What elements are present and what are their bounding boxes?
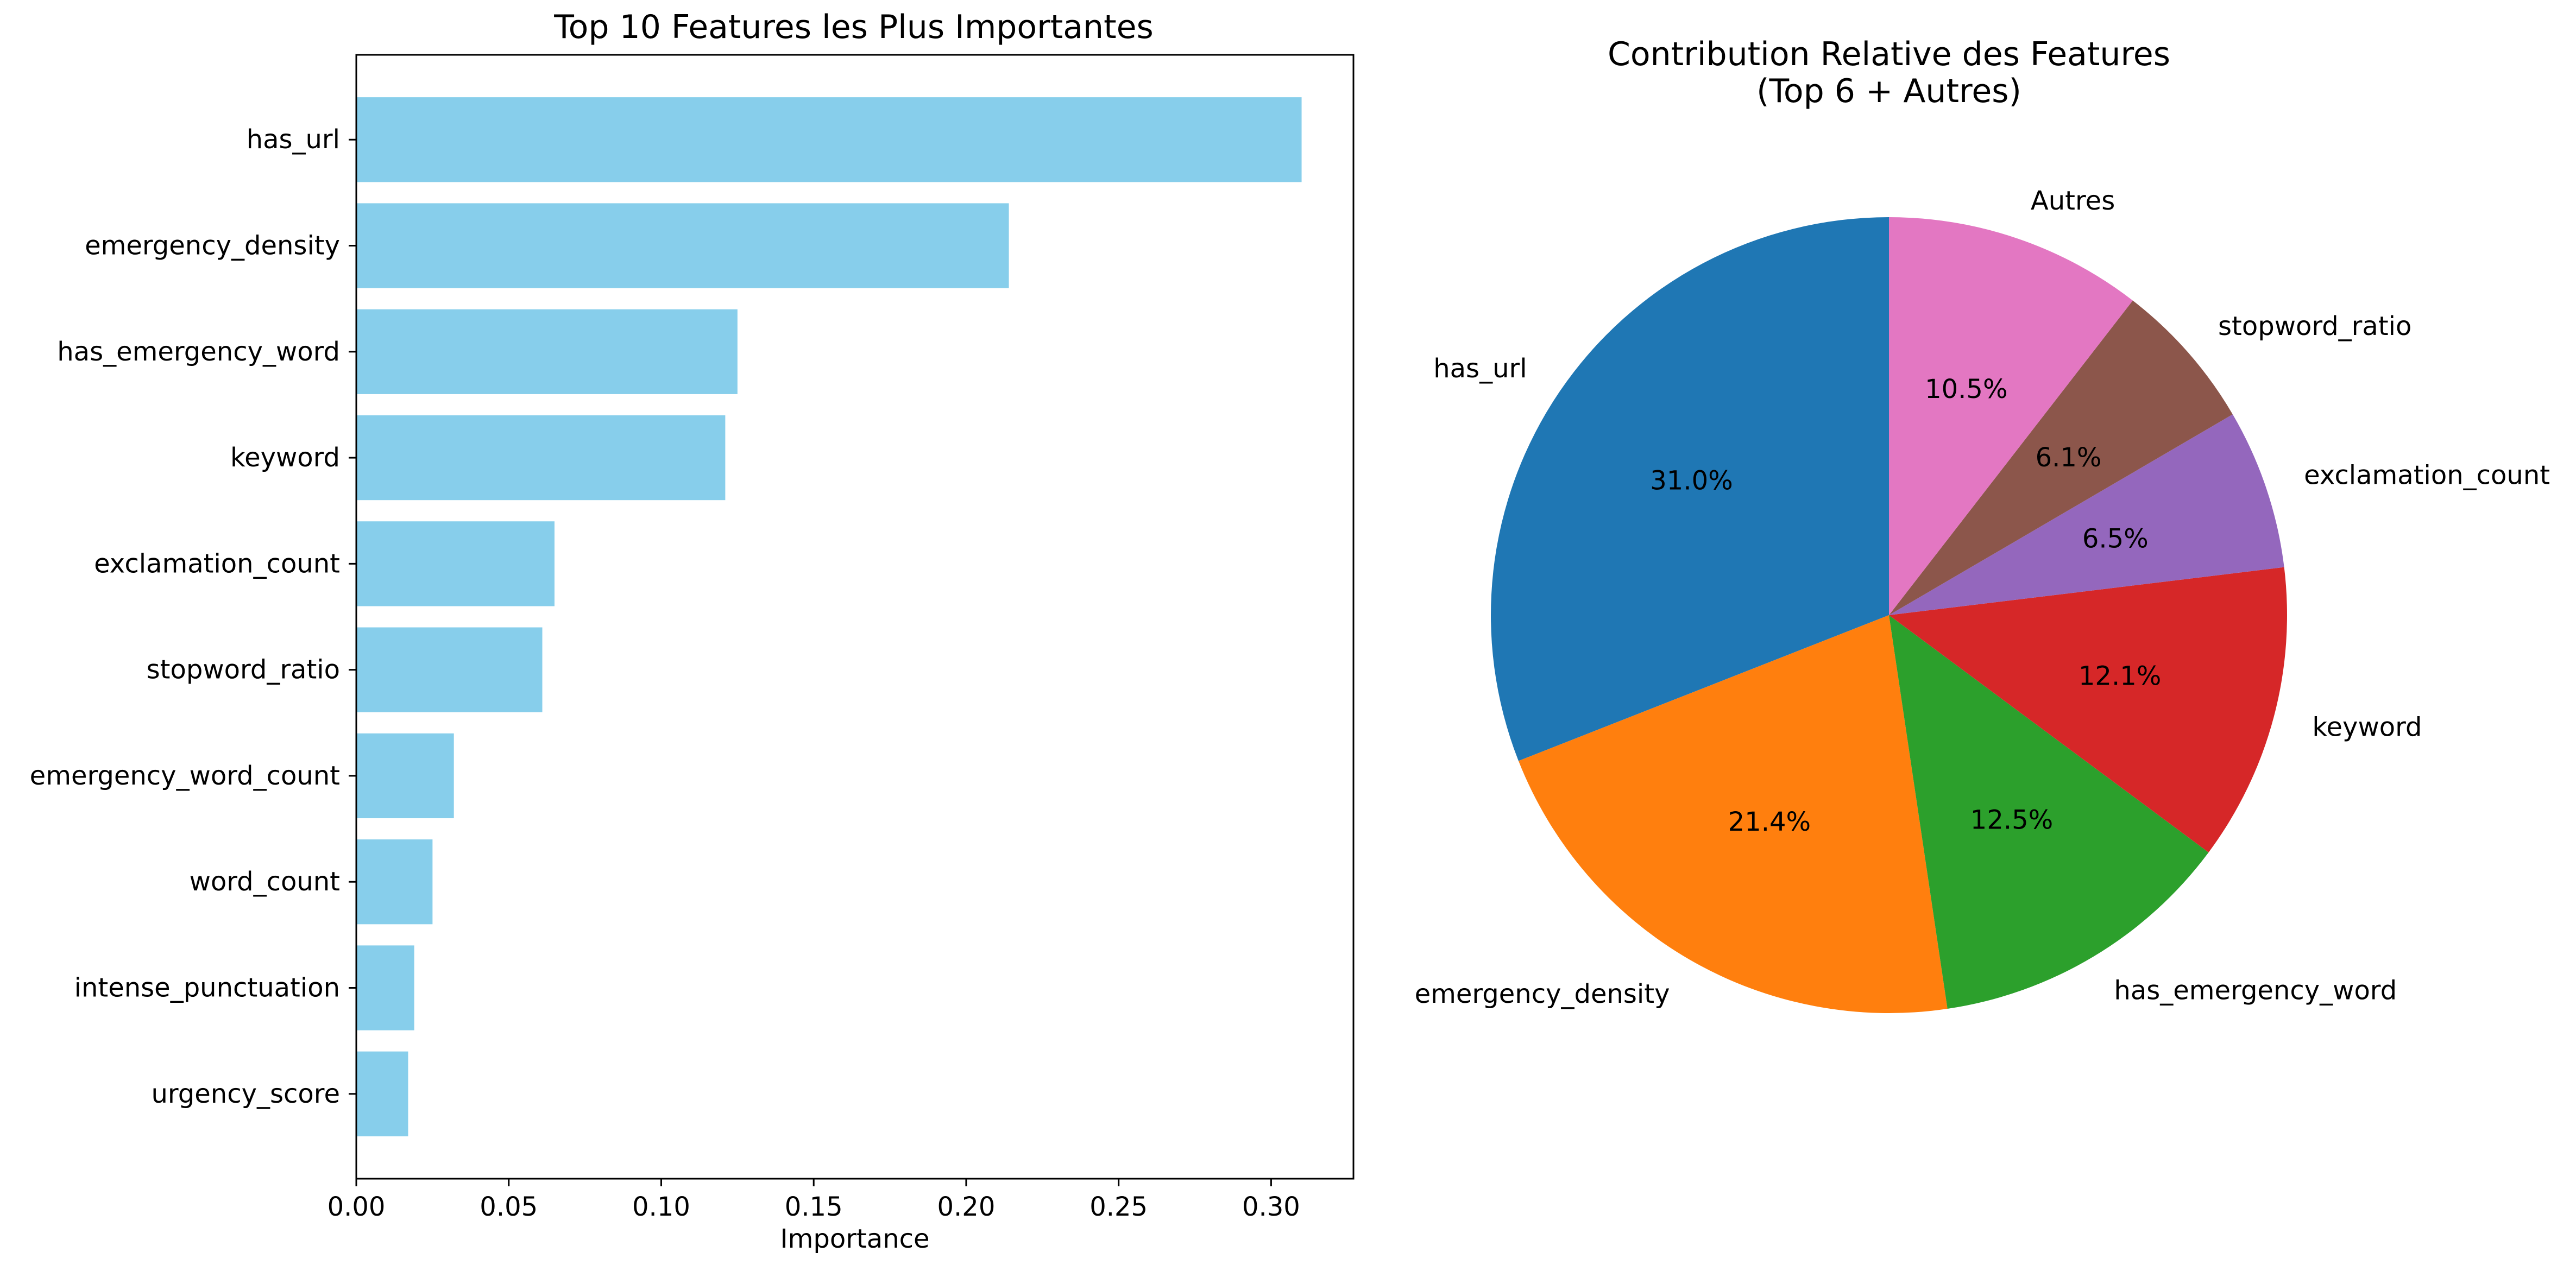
pie-slice-exclamation-count <box>1889 414 2284 615</box>
bar-urgency-score <box>356 1051 408 1136</box>
bar-plot-frame <box>355 54 1355 1180</box>
pie-label-stopword-ratio: stopword_ratio <box>2218 311 2411 342</box>
y-tick-label-has-emergency-word: has_emergency_word <box>57 337 340 367</box>
pie-label-emergency-density: emergency_density <box>1415 979 1670 1009</box>
pie-percent-emergency-density: 21.4% <box>1728 807 1811 837</box>
x-tick-label: 0.30 <box>1242 1192 1300 1222</box>
bar-group <box>356 97 1302 1136</box>
y-tick-label-emergency-density: emergency_density <box>85 231 340 261</box>
pie-slice-group <box>1490 217 2287 1013</box>
bar-emergency-word-count <box>356 733 454 819</box>
pie-label-has-emergency-word: has_emergency_word <box>2114 976 2397 1006</box>
y-tick-label-keyword: keyword <box>230 442 340 473</box>
bar-word-count <box>356 839 433 925</box>
bar-emergency-density <box>356 203 1009 288</box>
x-tick-label: 0.10 <box>632 1192 690 1222</box>
y-tick-label-stopword-ratio: stopword_ratio <box>147 655 340 685</box>
pie-slice-keyword <box>1889 567 2287 852</box>
bar-exclamation-count <box>356 521 555 606</box>
bar-has-url <box>356 97 1302 182</box>
pie-label-has-url: has_url <box>1433 353 1527 384</box>
pie-percent-exclamation-count: 6.5% <box>2082 524 2149 554</box>
pie-category-labels: has_url emergency_density has_emergency_wo… <box>1415 186 2550 1009</box>
bar-intense-punctuation <box>356 945 414 1030</box>
y-tick-label-intense-punctuation: intense_punctuation <box>74 972 340 1003</box>
y-tick-label-urgency-score: urgency_score <box>151 1079 340 1109</box>
pie-chart: Contribution Relative des Features (Top … <box>1415 35 2550 1013</box>
pie-percent-keyword: 12.1% <box>2079 661 2161 692</box>
pie-slice-has-url <box>1490 217 1889 761</box>
pie-percent-labels: 31.0% 21.4% 12.5% 12.1% 6.5% 6.1% 10.5% <box>1650 374 2161 837</box>
y-tick-label-emergency-word-count: emergency_word_count <box>30 761 340 791</box>
pie-slice-stopword-ratio <box>1889 300 2233 615</box>
bar-x-axis-label: Importance <box>780 1224 929 1254</box>
bar-stopword-ratio <box>356 627 543 712</box>
pie-percent-stopword-ratio: 6.1% <box>2036 442 2102 473</box>
pie-chart-title-line-2: (Top 6 + Autres) <box>1756 72 2021 110</box>
y-tick-label-word-count: word_count <box>190 867 340 897</box>
pie-percent-has-url: 31.0% <box>1650 465 1733 496</box>
pie-slice-autres <box>1889 217 2133 615</box>
pie-percent-autres: 10.5% <box>1925 374 2007 404</box>
x-tick-label: 0.15 <box>785 1192 843 1222</box>
y-tick-label-exclamation-count: exclamation_count <box>94 548 340 579</box>
x-tick-label: 0.00 <box>327 1192 386 1222</box>
x-tick-label: 0.05 <box>480 1192 538 1222</box>
bar-category-labels: has_url emergency_density has_emergency_wo… <box>30 124 340 1109</box>
y-tick-label-has-url: has_url <box>247 124 340 155</box>
x-tick-label: 0.25 <box>1089 1192 1148 1222</box>
bar-chart-title: Top 10 Features les Plus Importantes <box>553 8 1154 46</box>
bar-y-ticks <box>349 138 356 1095</box>
bar-chart: Top 10 Features les Plus Importantes has… <box>30 8 1355 1254</box>
pie-slice-emergency-density <box>1518 615 1948 1013</box>
pie-chart-title-line-1: Contribution Relative des Features <box>1608 35 2170 73</box>
pie-label-autres: Autres <box>2031 186 2115 216</box>
pie-slice-has-emergency-word <box>1889 615 2209 1009</box>
bar-has-emergency-word <box>356 309 738 394</box>
x-tick-label: 0.20 <box>937 1192 995 1222</box>
pie-label-exclamation-count: exclamation_count <box>2304 460 2550 491</box>
pie-percent-has-emergency-word: 12.5% <box>1970 805 2053 835</box>
pie-label-keyword: keyword <box>2312 712 2422 742</box>
bar-x-axis: 0.00 0.05 0.10 0.15 0.20 0.25 0.30 <box>327 1179 1300 1222</box>
bar-keyword <box>356 415 726 501</box>
